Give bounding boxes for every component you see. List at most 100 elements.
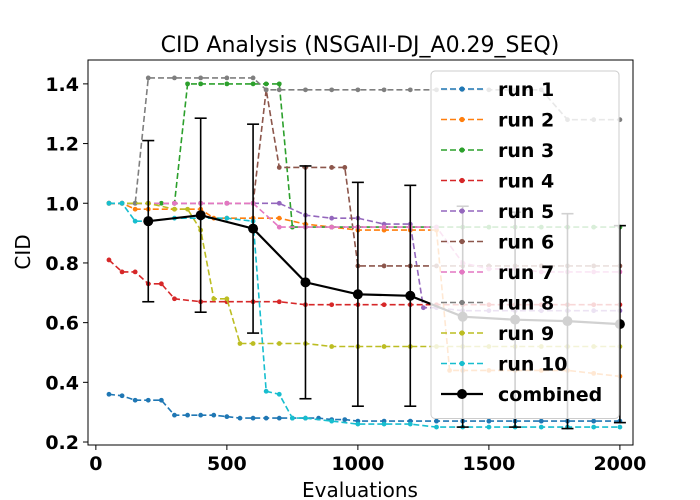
point-run-10-1000 (355, 421, 361, 427)
point-run-1-350 (185, 412, 190, 418)
point-run-4-700 (276, 299, 282, 305)
legend-label-run-3: run 3 (498, 140, 554, 162)
point-run-4-1100 (381, 302, 387, 308)
point-run-3-500 (224, 81, 230, 87)
point-run-1-700 (276, 415, 282, 421)
point-run-4-250 (158, 281, 164, 287)
point-run-2-150 (132, 206, 138, 212)
point-run-1-100 (119, 393, 125, 399)
y-tick-label-0: 0.2 (45, 432, 79, 454)
point-run-2-700 (276, 215, 282, 221)
point-run-9-500 (224, 296, 230, 302)
point-run-10-900 (329, 418, 335, 424)
point-run-9-600 (250, 341, 256, 346)
x-axis-label: Evaluations (302, 478, 418, 500)
point-run-10-2000 (617, 424, 623, 430)
point-run-8-300 (172, 75, 177, 81)
point-run-1-50 (106, 391, 112, 397)
legend-label-run-1: run 1 (498, 79, 554, 101)
point-run-4-150 (132, 269, 138, 275)
point-run-8-150 (132, 200, 138, 206)
point-run-4-50 (106, 257, 112, 263)
legend-marker-run-9 (459, 330, 465, 336)
point-run-3-650 (263, 81, 269, 87)
point-run-7-900 (329, 224, 335, 230)
legend-marker-run-5 (459, 208, 465, 214)
legend-label-run-4: run 4 (498, 171, 554, 193)
point-run-1-650 (263, 415, 269, 421)
series-line-run-10 (109, 202, 620, 428)
point-run-9-550 (237, 341, 243, 346)
point-run-7-700 (276, 224, 282, 230)
x-tick-label-0: 0 (89, 453, 102, 475)
point-run-10-100 (119, 200, 125, 206)
point-run-5-900 (329, 215, 335, 221)
point-run-8-200 (145, 75, 151, 81)
point-run-8-650 (263, 87, 269, 93)
legend-label-combined: combined (498, 384, 602, 406)
legend-marker-run-10 (459, 360, 465, 367)
point-run-9-300 (172, 206, 177, 212)
x-tick-label-1500: 1500 (462, 453, 515, 475)
point-run-8-1100 (381, 87, 387, 93)
point-run-7-500 (224, 200, 230, 206)
point-combined-1000 (352, 289, 363, 300)
y-tick-label-3: 0.8 (45, 253, 79, 275)
point-run-10-1500 (486, 424, 492, 430)
point-run-10-500 (224, 215, 230, 221)
point-run-1-950 (342, 417, 348, 423)
point-run-1-550 (237, 415, 243, 421)
y-tick-label-4: 1.0 (45, 193, 79, 215)
y-tick-label-1: 0.4 (45, 372, 79, 394)
legend-marker-run-1 (459, 86, 465, 92)
legend-label-run-8: run 8 (498, 293, 554, 315)
plot-frame (87, 59, 634, 446)
point-run-10-800 (303, 415, 308, 421)
point-run-10-700 (276, 391, 282, 397)
legend-box (430, 70, 620, 419)
point-run-1-500 (224, 414, 230, 420)
point-run-10-650 (263, 388, 269, 394)
series-line-run-5 (109, 202, 620, 312)
point-run-8-1200 (407, 87, 413, 93)
point-combined-200 (143, 216, 154, 227)
chart-title: CID Analysis (NSGAII-DJ_A0.29_SEQ) (161, 33, 560, 58)
point-run-1-200 (145, 397, 151, 403)
y-axis-label: CID (11, 234, 35, 269)
point-combined-1200 (405, 290, 416, 301)
point-run-1-1300 (434, 418, 439, 424)
point-run-10-1200 (407, 421, 413, 427)
point-run-10-50 (106, 200, 112, 206)
point-run-1-300 (172, 412, 177, 418)
point-run-6-700 (276, 165, 282, 170)
point-run-10-150 (132, 218, 138, 224)
series-combined (142, 117, 626, 430)
legend-marker-run-6 (459, 238, 465, 245)
legend-marker-run-3 (459, 147, 465, 153)
legend-label-run-7: run 7 (498, 262, 554, 284)
point-run-3-250 (158, 200, 164, 206)
y-tick-label-5: 1.2 (45, 134, 79, 156)
point-run-6-900 (329, 165, 335, 170)
point-combined-600 (248, 223, 259, 234)
legend-marker-run-8 (459, 299, 465, 306)
legend-marker-combined (457, 389, 467, 399)
point-run-10-1900 (591, 424, 597, 430)
point-run-4-300 (172, 296, 177, 302)
point-run-10-1100 (381, 421, 387, 427)
point-run-1-450 (211, 412, 217, 418)
point-run-9-900 (329, 344, 335, 349)
legend-marker-run-7 (459, 269, 465, 275)
point-run-3-350 (185, 81, 190, 87)
point-run-4-900 (329, 302, 335, 308)
point-combined-400 (195, 210, 206, 221)
point-run-1-1900 (591, 418, 597, 424)
point-run-10-1300 (434, 424, 439, 430)
legend-label-run-10: run 10 (498, 354, 567, 376)
series-run-10 (106, 200, 623, 430)
point-combined-800 (300, 277, 311, 288)
legend-label-run-5: run 5 (498, 201, 554, 223)
point-run-1-400 (198, 412, 204, 418)
point-run-1-1700 (538, 418, 544, 424)
